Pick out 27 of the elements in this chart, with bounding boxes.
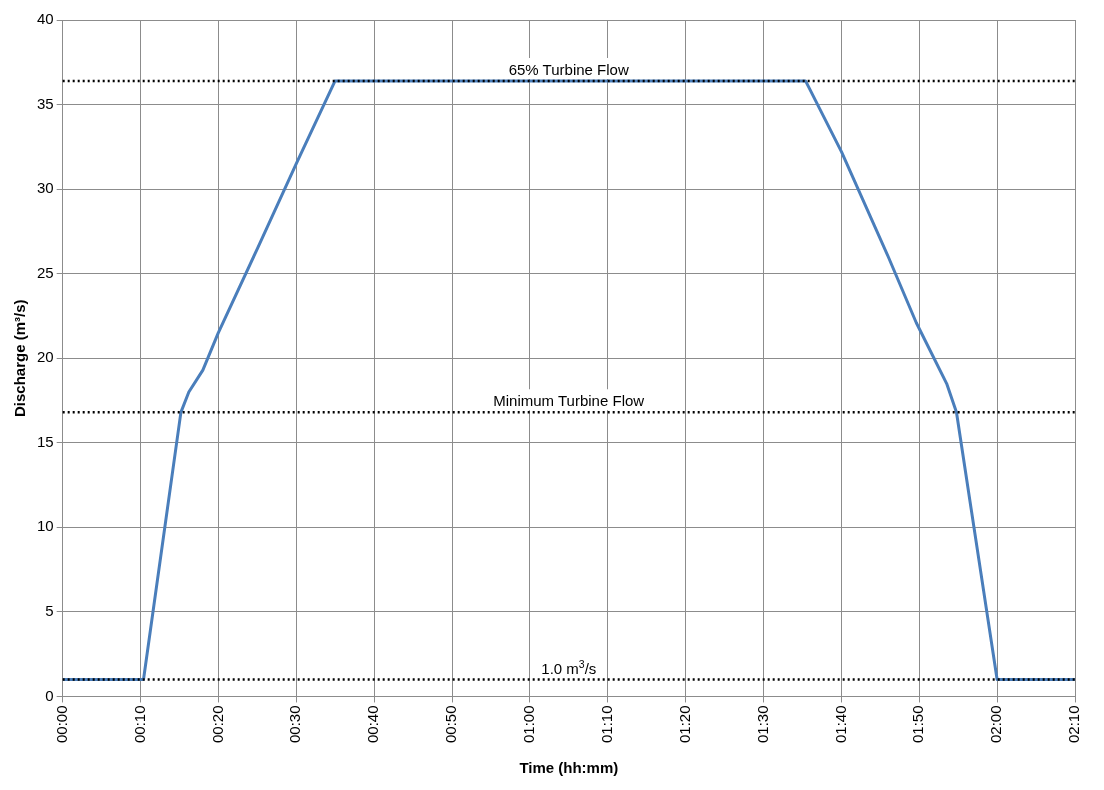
y-tick-label: 5 [45,602,54,620]
x-tick-label: 01:30 [753,705,771,744]
x-tick-label: 00:40 [364,705,382,744]
y-tick-label: 20 [37,348,54,366]
x-tick-label: 02:10 [1065,705,1083,744]
x-tick-label: 01:20 [675,705,693,744]
y-tick-label: 15 [37,432,54,450]
ref-line-label: 65% Turbine Flow [508,60,629,78]
y-tick-label: 25 [37,263,54,281]
x-tick-label: 01:00 [520,705,538,744]
y-tick-label: 35 [37,94,54,112]
ref-line-label: Minimum Turbine Flow [493,392,645,410]
x-tick-label: 02:00 [987,705,1005,744]
y-tick-label: 30 [37,179,54,197]
x-tick-label: 01:40 [831,705,849,744]
y-tick-label: 0 [45,686,54,704]
y-axis-title: Discharge (m³/s) [11,299,29,418]
x-tick-label: 00:10 [130,705,148,744]
y-tick-label: 10 [37,517,54,535]
x-axis-title: Time (hh:mm) [519,759,619,777]
x-tick-label: 00:50 [442,705,460,744]
x-tick-label: 01:10 [597,705,615,744]
x-tick-label: 00:20 [208,705,226,744]
x-tick-label: 01:50 [909,705,927,744]
y-tick-label: 40 [37,10,54,28]
x-tick-label: 00:30 [286,705,304,744]
x-tick-label: 00:00 [52,705,70,744]
